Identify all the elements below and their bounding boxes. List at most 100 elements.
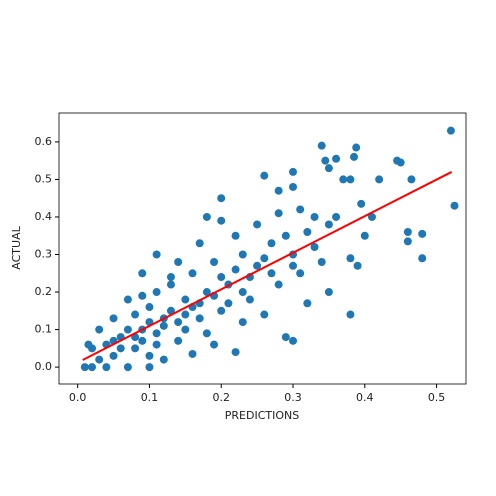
data-point <box>231 231 240 240</box>
data-point <box>152 340 161 349</box>
data-point <box>393 156 402 165</box>
data-point <box>145 303 154 312</box>
x-axis-label: PREDICTIONS <box>225 409 299 422</box>
data-point <box>360 231 369 240</box>
data-point <box>195 239 204 248</box>
data-point <box>131 310 140 319</box>
data-point <box>324 164 333 173</box>
data-point <box>84 340 93 349</box>
x-tick-label: 0.4 <box>356 391 374 404</box>
data-point <box>407 175 416 184</box>
data-point <box>202 329 211 338</box>
data-point <box>166 306 175 315</box>
data-point <box>181 310 190 319</box>
data-point <box>310 242 319 251</box>
data-point <box>95 325 104 334</box>
data-point <box>375 175 384 184</box>
data-point <box>274 280 283 289</box>
y-tick-label: 0.0 <box>35 360 53 373</box>
data-point <box>253 220 262 229</box>
data-point <box>116 344 125 353</box>
data-point <box>238 250 247 259</box>
data-point <box>317 141 326 150</box>
data-point <box>109 351 118 360</box>
data-point <box>181 295 190 304</box>
data-point <box>446 126 455 135</box>
data-point <box>166 273 175 282</box>
y-tick-label: 0.2 <box>35 285 53 298</box>
data-point <box>123 363 132 372</box>
data-point <box>159 321 168 330</box>
data-point <box>145 351 154 360</box>
data-point <box>303 299 312 308</box>
data-point <box>267 239 276 248</box>
data-point <box>303 227 312 236</box>
data-point <box>202 212 211 221</box>
data-point <box>202 288 211 297</box>
data-point <box>145 363 154 372</box>
data-point <box>188 269 197 278</box>
data-point <box>245 295 254 304</box>
data-point <box>353 261 362 270</box>
data-point <box>403 227 412 236</box>
data-point <box>350 152 359 161</box>
data-point <box>174 336 183 345</box>
data-point <box>224 299 233 308</box>
data-point <box>403 237 412 246</box>
data-point <box>217 216 226 225</box>
data-point <box>332 154 341 163</box>
data-point <box>138 269 147 278</box>
data-point <box>210 340 219 349</box>
data-point <box>367 212 376 221</box>
data-point <box>123 295 132 304</box>
data-point <box>231 348 240 357</box>
x-tick-label: 0.5 <box>428 391 446 404</box>
data-point <box>317 258 326 267</box>
data-point <box>418 229 427 238</box>
data-point <box>289 261 298 270</box>
data-point <box>357 199 366 208</box>
data-point <box>418 254 427 263</box>
data-point <box>324 220 333 229</box>
y-tick-label: 0.1 <box>35 323 53 336</box>
data-point <box>274 209 283 218</box>
data-point <box>152 329 161 338</box>
data-point <box>289 167 298 176</box>
axes-frame <box>58 112 467 385</box>
data-point <box>231 265 240 274</box>
data-point <box>289 182 298 191</box>
data-point <box>346 175 355 184</box>
data-point <box>217 194 226 203</box>
data-point <box>260 254 269 263</box>
data-point <box>352 143 361 152</box>
data-point <box>238 318 247 327</box>
data-point <box>102 363 111 372</box>
data-point <box>324 288 333 297</box>
data-point <box>123 325 132 334</box>
x-tick-label: 0.2 <box>212 391 230 404</box>
data-point <box>281 231 290 240</box>
data-point <box>159 355 168 364</box>
data-point <box>217 273 226 282</box>
data-point <box>80 363 89 372</box>
data-point <box>195 314 204 323</box>
data-point <box>296 205 305 214</box>
data-point <box>253 261 262 270</box>
data-point <box>346 310 355 319</box>
data-point <box>188 349 197 358</box>
x-tick-label: 0.3 <box>284 391 302 404</box>
data-point <box>346 254 355 263</box>
data-point <box>138 336 147 345</box>
data-point <box>260 310 269 319</box>
data-point <box>152 250 161 259</box>
y-tick-label: 0.6 <box>35 135 53 148</box>
data-point <box>296 269 305 278</box>
fit-line <box>82 171 453 361</box>
data-point <box>181 325 190 334</box>
data-point <box>332 212 341 221</box>
data-point <box>238 288 247 297</box>
data-point <box>274 186 283 195</box>
y-tick-label: 0.3 <box>35 248 53 261</box>
data-point <box>310 212 319 221</box>
data-point <box>166 280 175 289</box>
